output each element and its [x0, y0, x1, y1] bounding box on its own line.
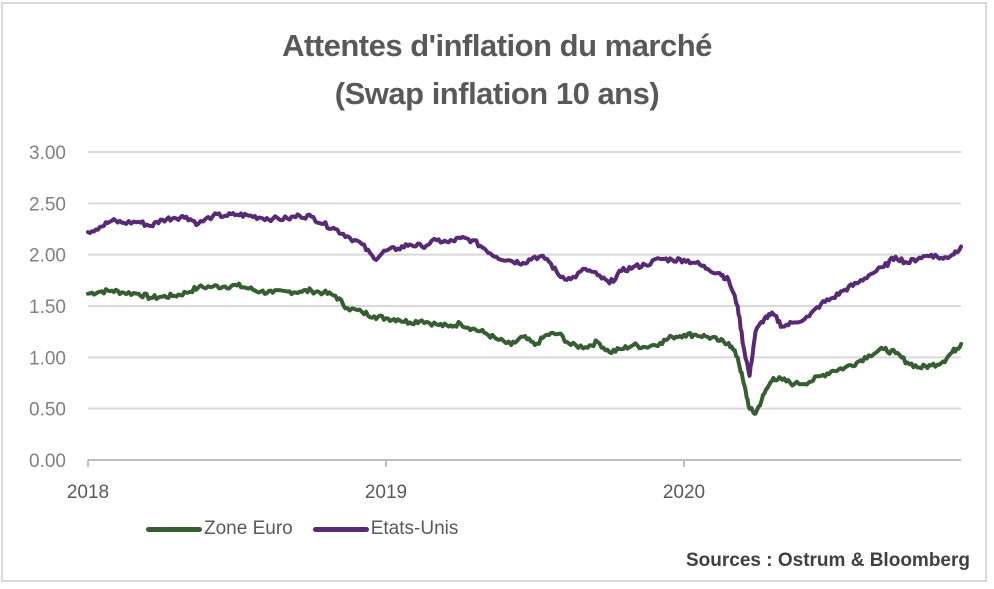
- sources-note: Sources : Ostrum & Bloomberg: [686, 550, 970, 571]
- y-tick-label: 1.50: [29, 297, 66, 318]
- legend: Zone Euro Etats-Unis: [146, 518, 478, 540]
- y-tick-label: 2.00: [29, 246, 66, 267]
- chart-subtitle: (Swap inflation 10 ans): [334, 76, 660, 111]
- y-tick-label: 2.50: [29, 194, 66, 215]
- legend-swatch-zone-euro: [146, 526, 202, 532]
- series-line-etats-unis: [86, 211, 964, 378]
- legend-item-zone-euro: Zone Euro: [146, 518, 293, 540]
- y-tick-label: 0.50: [29, 400, 66, 421]
- legend-swatch-etats-unis: [312, 526, 369, 532]
- x-tick-label: 2018: [67, 482, 109, 503]
- x-tick-label: 2019: [365, 482, 407, 503]
- gridlines: [88, 151, 961, 461]
- series-lines: [86, 211, 964, 416]
- legend-label-etats-unis: Etats-Unis: [370, 518, 459, 539]
- y-axis-ticks: 0.00 0.50 1.00 1.50 2.00 2.50 3.00: [29, 143, 66, 472]
- series-line-zone-euro: [86, 281, 964, 416]
- y-tick-label: 0.00: [29, 451, 66, 472]
- x-axis-ticks: 2018 2019 2020: [67, 460, 705, 503]
- y-tick-label: 1.00: [29, 348, 66, 369]
- legend-item-etats-unis: Etats-Unis: [312, 518, 459, 540]
- chart-title: Attentes d'inflation du marché: [282, 28, 712, 63]
- legend-label-zone-euro: Zone Euro: [204, 518, 293, 539]
- x-tick-label: 2020: [663, 482, 705, 503]
- y-tick-label: 3.00: [29, 143, 66, 164]
- chart-frame: [1, 2, 987, 582]
